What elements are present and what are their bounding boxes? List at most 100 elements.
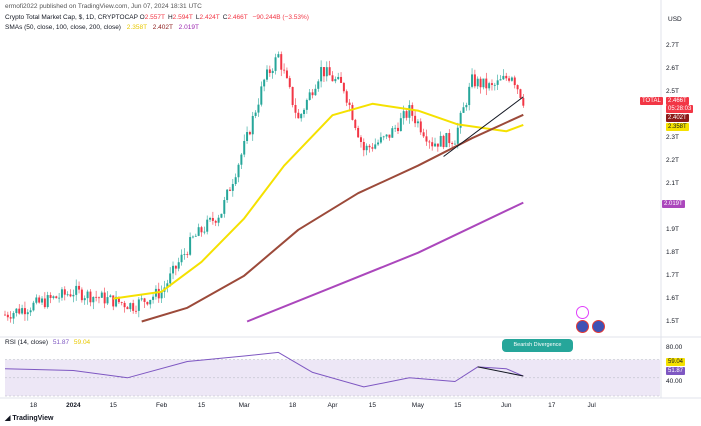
candle-body xyxy=(243,140,246,155)
candle-body xyxy=(422,132,425,137)
candle-body xyxy=(325,67,328,77)
candle-body xyxy=(311,92,314,96)
sma50-tag: 2.358T xyxy=(666,123,689,131)
sma200-tag: 2.019T xyxy=(662,200,685,208)
candle-body xyxy=(459,112,462,128)
sma200-line xyxy=(246,201,524,323)
candle-body xyxy=(246,132,249,141)
candle-body xyxy=(431,142,434,147)
candle-body xyxy=(408,105,411,118)
candle-body xyxy=(439,135,442,147)
change-value: −90.244B (−3.53%) xyxy=(252,14,309,21)
symbol-label: Crypto Total Market Cap, $, 1D, CRYPTOCA… xyxy=(5,14,138,21)
price-axis-label: 2.6T xyxy=(666,65,680,73)
candle-body xyxy=(248,132,251,135)
time-axis-label: 15 xyxy=(368,402,376,409)
tradingview-logo[interactable]: ◢ TradingView xyxy=(5,414,53,422)
candle-body xyxy=(49,295,52,298)
candle-body xyxy=(174,265,177,269)
candle-body xyxy=(277,54,280,58)
candle-body xyxy=(89,291,92,303)
candle-body xyxy=(485,78,488,89)
rsi-tag: 51.87 xyxy=(666,367,686,375)
candle-body xyxy=(397,127,399,132)
candle-body xyxy=(374,144,377,149)
total-tag-label: TOTAL xyxy=(642,98,661,104)
candle-body xyxy=(126,307,129,310)
candle-body xyxy=(434,143,437,147)
candle-body xyxy=(348,102,351,105)
candle-body xyxy=(152,296,155,300)
price-axis-label: 2.1T xyxy=(666,180,680,187)
candle-body xyxy=(231,184,234,191)
candle-body xyxy=(137,299,140,311)
candle-body xyxy=(217,217,220,223)
us-flag-icon[interactable] xyxy=(576,320,589,333)
rsi-label: RSI (14, close) xyxy=(5,339,48,346)
ohlc-h-value: 2.594T xyxy=(172,14,193,21)
candle-body xyxy=(465,105,468,108)
time-axis-label: 15 xyxy=(109,402,117,409)
candle-body xyxy=(510,77,513,81)
candle-body xyxy=(183,254,186,255)
currency-label[interactable]: USD xyxy=(668,16,682,23)
sma200-legend-value: 2.019T xyxy=(178,24,199,31)
candle-body xyxy=(166,283,169,288)
ohlc-c-label: C xyxy=(222,14,228,21)
candle-body xyxy=(351,104,354,120)
candle-body xyxy=(186,254,189,255)
candle-body xyxy=(382,136,385,138)
sma50-legend-value: 2.358T xyxy=(126,24,147,31)
candle-body xyxy=(451,143,454,144)
candle-body xyxy=(191,236,194,238)
candle-body xyxy=(303,109,306,115)
candle-body xyxy=(123,302,126,308)
candle-body xyxy=(359,137,362,142)
candle-body xyxy=(66,294,69,296)
total-tag: TOTAL xyxy=(640,97,663,105)
candle-body xyxy=(468,86,471,106)
candle-body xyxy=(274,57,277,71)
candle-body xyxy=(368,145,371,148)
candle-body xyxy=(146,301,149,305)
candle-body xyxy=(29,310,32,313)
candle-body xyxy=(340,76,343,83)
candle-body xyxy=(97,297,100,299)
lightning-icon[interactable] xyxy=(576,306,589,319)
candle-body xyxy=(132,303,135,311)
candle-body xyxy=(391,128,394,138)
candle-body xyxy=(63,289,66,295)
price-axis-label: 2.2T xyxy=(666,157,680,165)
candle-body xyxy=(337,76,340,80)
candle-body xyxy=(322,67,325,77)
candle-body xyxy=(43,298,46,308)
rsi-divergence-line xyxy=(477,366,524,377)
candle-body xyxy=(305,99,308,110)
candle-body xyxy=(55,296,58,299)
candle-body xyxy=(211,217,214,221)
candle-body xyxy=(75,285,78,295)
bearish-divergence-callout[interactable]: Bearish Divergence xyxy=(502,339,573,352)
candle-body xyxy=(129,303,132,310)
candle-body xyxy=(214,220,217,223)
candle-body xyxy=(516,85,519,90)
candle-body xyxy=(488,83,491,89)
candle-body xyxy=(505,75,508,79)
candle-body xyxy=(38,297,41,303)
candle-body xyxy=(203,231,206,233)
rsi-axis-label-40: 40.00 xyxy=(666,378,683,385)
candle-body xyxy=(266,69,268,80)
candle-body xyxy=(331,75,334,82)
candle-body xyxy=(493,84,496,86)
candle-body xyxy=(117,296,120,303)
candle-body xyxy=(109,295,112,298)
time-axis-label: Mar xyxy=(238,402,250,409)
us-flag-icon[interactable] xyxy=(592,320,605,333)
candle-body xyxy=(80,289,83,301)
candle-body xyxy=(21,308,24,314)
candle-body xyxy=(473,74,476,87)
candle-body xyxy=(26,312,29,315)
candle-body xyxy=(9,317,12,319)
candle-body xyxy=(52,296,55,298)
